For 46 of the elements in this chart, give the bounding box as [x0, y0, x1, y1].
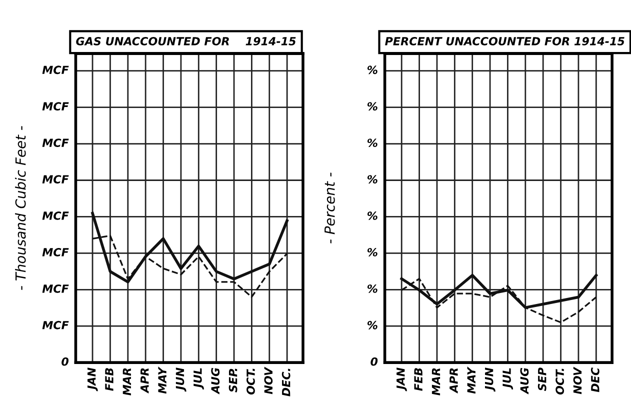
x-tick-label: JUN [176, 368, 186, 392]
x-tick-label: FEB [414, 368, 422, 391]
x-tick-label: JUL [502, 368, 514, 390]
text: % [367, 248, 378, 256]
text: MCF [42, 138, 69, 148]
x-tick-label: NOV [264, 366, 273, 394]
text: 0 [62, 357, 69, 366]
text: MCF [42, 284, 69, 293]
x-tick-label: MAY [158, 366, 166, 394]
x-tick-label: AUG [520, 368, 529, 394]
x-tick-label: MAR [122, 368, 131, 396]
x-tick-label: APR [450, 368, 458, 394]
x-tick-label: APR [140, 368, 149, 394]
chart-title: PERCENT UNACCOUNTED FOR 1914-15 [385, 36, 624, 46]
x-tick-label: AUG [211, 368, 220, 394]
x-tick-label: NOV [573, 366, 582, 394]
x-tick-label: FEB [105, 368, 114, 391]
x-tick-label: OCT. [246, 368, 255, 395]
text: MCF [42, 212, 69, 220]
y-axis-title: - Percent - [324, 172, 335, 244]
text: % [367, 284, 378, 293]
x-tick-label: SEP [538, 368, 546, 391]
x-tick-label: JUN [485, 368, 496, 392]
text: MCF [42, 248, 69, 256]
x-tick-label: DEC [590, 368, 600, 392]
text: % [367, 102, 378, 111]
text: MCF [42, 320, 69, 330]
x-tick-label: SEP. [228, 368, 238, 392]
text: % [367, 138, 378, 148]
text: % [367, 66, 378, 74]
text: % [367, 212, 378, 220]
x-tick-label: JAN [396, 368, 407, 392]
text: % [367, 320, 378, 330]
text: 0 [370, 357, 378, 366]
text: MCF [42, 175, 69, 184]
text: % [367, 175, 378, 184]
x-tick-label: JAN [87, 368, 98, 392]
x-tick-label: MAR [432, 368, 440, 396]
x-tick-label: MAY [467, 366, 476, 394]
x-tick-label: OCT. [556, 368, 564, 395]
x-tick-label: JUL [194, 368, 204, 390]
x-tick-label: DEC. [282, 368, 290, 396]
text: MCF [42, 102, 69, 111]
chart-title: GAS UNACCOUNTED FOR 1914-15 [76, 36, 296, 46]
text: MCF [42, 66, 69, 74]
y-axis-title: - Thousand Cubic Feet - [15, 126, 26, 290]
